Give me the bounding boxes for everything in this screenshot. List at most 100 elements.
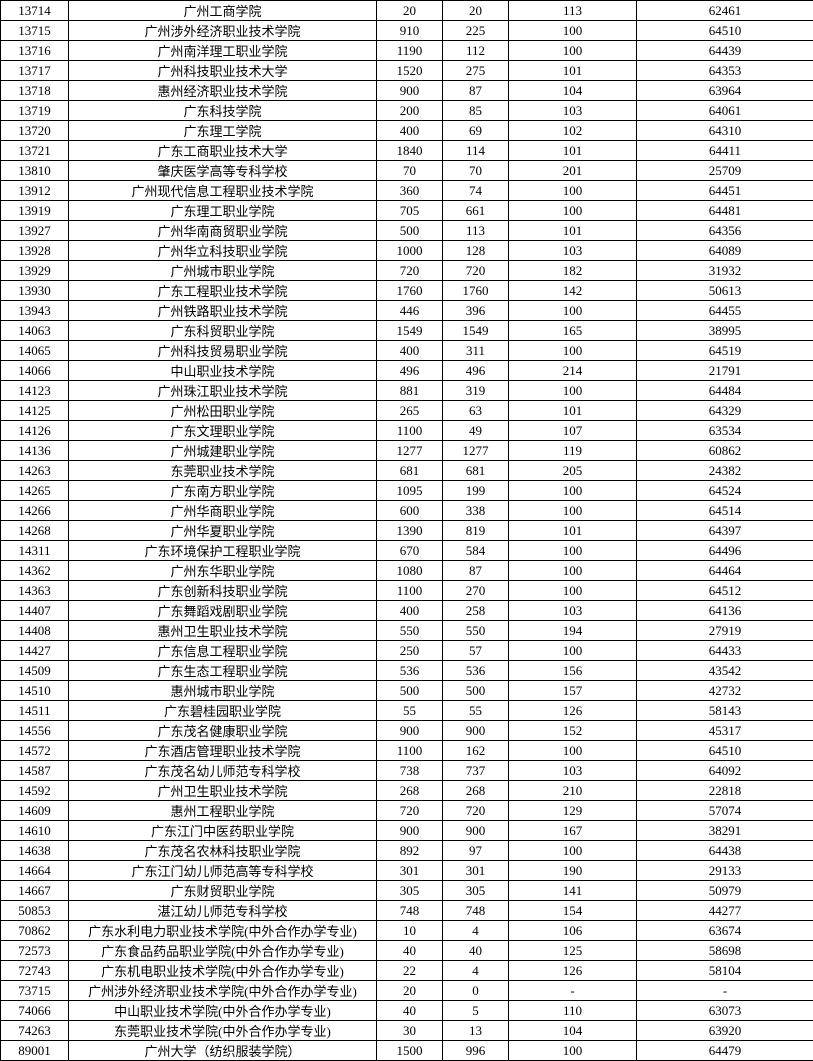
table-cell: 305 bbox=[377, 881, 443, 901]
table-cell: 13721 bbox=[1, 141, 69, 161]
table-cell: 14265 bbox=[1, 481, 69, 501]
table-cell: 1549 bbox=[377, 321, 443, 341]
table-cell: 14266 bbox=[1, 501, 69, 521]
table-row: 13721广东工商职业技术大学184011410164411 bbox=[1, 141, 813, 161]
table-cell: 东莞职业技术学院 bbox=[69, 461, 377, 481]
table-cell: 1760 bbox=[443, 281, 509, 301]
table-cell: 广州科技贸易职业学院 bbox=[69, 341, 377, 361]
table-cell: 14556 bbox=[1, 721, 69, 741]
table-cell: 64455 bbox=[637, 301, 813, 321]
table-cell: 100 bbox=[509, 181, 637, 201]
table-cell: 惠州工程职业学院 bbox=[69, 801, 377, 821]
table-cell: 58104 bbox=[637, 961, 813, 981]
table-cell: 64439 bbox=[637, 41, 813, 61]
table-row: 14572广东酒店管理职业技术学院110016210064510 bbox=[1, 741, 813, 761]
table-cell: 103 bbox=[509, 601, 637, 621]
table-cell: 738 bbox=[377, 761, 443, 781]
table-cell: 100 bbox=[509, 341, 637, 361]
table-cell: 惠州经济职业技术学院 bbox=[69, 81, 377, 101]
table-cell: 104 bbox=[509, 1021, 637, 1041]
table-cell: 63 bbox=[443, 401, 509, 421]
table-cell: 13928 bbox=[1, 241, 69, 261]
table-cell: 500 bbox=[377, 681, 443, 701]
table-cell: 广东理工学院 bbox=[69, 121, 377, 141]
table-cell: 14427 bbox=[1, 641, 69, 661]
table-cell: 100 bbox=[509, 641, 637, 661]
table-cell: 64136 bbox=[637, 601, 813, 621]
table-cell: 湛江幼儿师范专科学校 bbox=[69, 901, 377, 921]
table-cell: 24382 bbox=[637, 461, 813, 481]
table-cell: 广东酒店管理职业技术学院 bbox=[69, 741, 377, 761]
table-cell: 72573 bbox=[1, 941, 69, 961]
table-cell: 1100 bbox=[377, 421, 443, 441]
data-table: 13714广州工商学院20201136246113715广州涉外经济职业技术学院… bbox=[0, 0, 813, 1061]
table-cell: 64512 bbox=[637, 581, 813, 601]
table-cell: 100 bbox=[509, 301, 637, 321]
table-cell: 152 bbox=[509, 721, 637, 741]
table-cell: 1080 bbox=[377, 561, 443, 581]
table-cell: 100 bbox=[509, 741, 637, 761]
table-row: 14509广东生态工程职业学院53653615643542 bbox=[1, 661, 813, 681]
table-cell: 268 bbox=[377, 781, 443, 801]
table-cell: 103 bbox=[509, 101, 637, 121]
table-cell: 1520 bbox=[377, 61, 443, 81]
table-cell: 广东食品药品职业学院(中外合作办学专业) bbox=[69, 941, 377, 961]
table-cell: 200 bbox=[377, 101, 443, 121]
table-cell: 360 bbox=[377, 181, 443, 201]
table-row: 13928广州华立科技职业学院100012810364089 bbox=[1, 241, 813, 261]
table-cell: 270 bbox=[443, 581, 509, 601]
table-cell: 22 bbox=[377, 961, 443, 981]
table-cell: 73715 bbox=[1, 981, 69, 1001]
table-cell: 14362 bbox=[1, 561, 69, 581]
table-row: 13927广州华南商贸职业学院50011310164356 bbox=[1, 221, 813, 241]
table-cell: 21791 bbox=[637, 361, 813, 381]
table-cell: 广东理工职业学院 bbox=[69, 201, 377, 221]
table-cell: 142 bbox=[509, 281, 637, 301]
table-cell: 167 bbox=[509, 821, 637, 841]
table-row: 13912广州现代信息工程职业技术学院3607410064451 bbox=[1, 181, 813, 201]
table-cell: 64329 bbox=[637, 401, 813, 421]
table-row: 14311广东环境保护工程职业学院67058410064496 bbox=[1, 541, 813, 561]
table-cell: 64510 bbox=[637, 21, 813, 41]
table-row: 14263东莞职业技术学院68168120524382 bbox=[1, 461, 813, 481]
table-cell: 中山职业技术学院 bbox=[69, 361, 377, 381]
table-row: 73715广州涉外经济职业技术学院(中外合作办学专业)200-- bbox=[1, 981, 813, 1001]
table-cell: 广东茂名健康职业学院 bbox=[69, 721, 377, 741]
table-cell: 4 bbox=[443, 961, 509, 981]
table-cell: 892 bbox=[377, 841, 443, 861]
table-row: 14265广东南方职业学院109519910064524 bbox=[1, 481, 813, 501]
table-cell: 400 bbox=[377, 601, 443, 621]
table-cell: 584 bbox=[443, 541, 509, 561]
table-cell: 13943 bbox=[1, 301, 69, 321]
table-cell: 22818 bbox=[637, 781, 813, 801]
table-cell: 广东茂名农林科技职业学院 bbox=[69, 841, 377, 861]
table-cell: 900 bbox=[377, 821, 443, 841]
table-cell: 400 bbox=[377, 341, 443, 361]
table-cell: 25709 bbox=[637, 161, 813, 181]
table-cell: 广州工商学院 bbox=[69, 1, 377, 21]
table-cell: 广东南方职业学院 bbox=[69, 481, 377, 501]
table-row: 14066中山职业技术学院49649621421791 bbox=[1, 361, 813, 381]
table-cell: 14123 bbox=[1, 381, 69, 401]
table-cell: 250 bbox=[377, 641, 443, 661]
table-cell: 129 bbox=[509, 801, 637, 821]
table-cell: 广州华夏职业学院 bbox=[69, 521, 377, 541]
table-cell: 14664 bbox=[1, 861, 69, 881]
table-cell: 1277 bbox=[377, 441, 443, 461]
table-cell: 748 bbox=[443, 901, 509, 921]
table-cell: 319 bbox=[443, 381, 509, 401]
table-cell: 64411 bbox=[637, 141, 813, 161]
table-row: 13919广东理工职业学院70566110064481 bbox=[1, 201, 813, 221]
table-row: 14125广州松田职业学院2656310164329 bbox=[1, 401, 813, 421]
table-cell: 536 bbox=[377, 661, 443, 681]
table-cell: 182 bbox=[509, 261, 637, 281]
table-cell: 63964 bbox=[637, 81, 813, 101]
table-cell: 广州城建职业学院 bbox=[69, 441, 377, 461]
table-cell: 126 bbox=[509, 701, 637, 721]
table-cell: 广州城市职业学院 bbox=[69, 261, 377, 281]
table-cell: 113 bbox=[443, 221, 509, 241]
table-cell: 广东生态工程职业学院 bbox=[69, 661, 377, 681]
table-cell: 29133 bbox=[637, 861, 813, 881]
table-cell: 910 bbox=[377, 21, 443, 41]
table-cell: 305 bbox=[443, 881, 509, 901]
